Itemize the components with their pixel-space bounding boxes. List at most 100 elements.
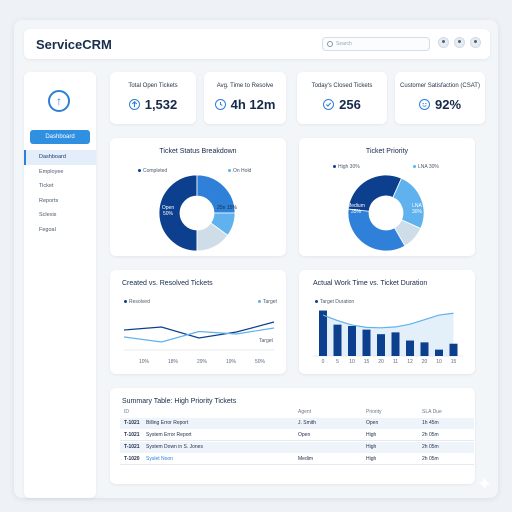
sidebar-item-reports[interactable]: Reports: [39, 197, 59, 204]
x-tick-label: 20: [422, 359, 428, 365]
legend-high: High 30%: [333, 164, 360, 170]
target-line-label: Target: [259, 338, 273, 344]
slice-label-lna: LNA 30%: [411, 203, 422, 215]
x-tick-label: 5: [336, 359, 339, 365]
bar-7: [420, 342, 429, 356]
kpi-value: 4h 12m: [230, 97, 276, 113]
kpi-label: Total Open Tickets: [128, 83, 178, 89]
kpi-value: 256: [339, 97, 361, 113]
table-title: Summary Table: High Priority Tickets: [122, 398, 237, 405]
table-header: ID Agent Priority SLA Due: [120, 407, 474, 418]
table-row[interactable]: T-1020 Syslet Noon Medim High 2h 05m: [120, 454, 474, 465]
chart-title: Ticket Priority: [365, 148, 409, 155]
bar-3: [362, 329, 371, 356]
x-tick-label: 29%: [197, 359, 208, 365]
x-tick-label: 11: [393, 359, 398, 365]
search-input[interactable]: Search: [322, 37, 430, 51]
legend-lna: LNA 30%: [413, 164, 439, 170]
chart-card-status: Ticket Status Breakdown Completed On Hol…: [110, 138, 286, 256]
sidebar-item-dashboard[interactable]: Dashboard: [24, 150, 96, 165]
x-tick-label: 15: [451, 359, 457, 365]
top-bar: ServiceCRM Search: [24, 29, 490, 59]
arrow-up-icon: [128, 99, 140, 111]
series-line-target: [123, 327, 275, 343]
table-row[interactable]: T-1021 Billing Error Report J. Smith Open 1…: [120, 418, 474, 429]
kpi-label: Today's Closed Tickets: [311, 83, 373, 89]
legend-completed: Completed: [138, 168, 167, 174]
smiley-icon: [418, 99, 430, 111]
chart-card-created-resolved: Created vs. Resolved Tickets Resolved Ta…: [110, 270, 286, 374]
kpi-card-csat[interactable]: Customer Satisfaction (CSAT) 92%: [395, 72, 485, 124]
x-tick-label: 18%: [168, 359, 179, 365]
slice-label-open: Open 50%: [161, 205, 175, 217]
chart-title: Actual Work Time vs. Ticket Duration: [313, 280, 428, 287]
x-tick-label: 12: [407, 359, 413, 365]
search-icon: [327, 41, 333, 47]
bar-2: [348, 326, 356, 356]
sidebar-nav: Dashboard Employee Ticket Reports Sclexi…: [24, 150, 96, 237]
x-tick-label: 20: [378, 359, 384, 365]
kpi-label: Avg. Time to Resolve: [216, 83, 274, 89]
x-tick-label: 19%: [226, 359, 237, 365]
x-tick-label: 10: [436, 359, 442, 365]
profile-icon[interactable]: [470, 37, 481, 48]
sparkle-icon: ✦: [477, 474, 493, 494]
slice-label-medium: Medium 35%: [347, 203, 365, 215]
sidebar-item-sclexis[interactable]: Sclexis: [39, 212, 57, 218]
slice-label-25n: 25n 15%: [217, 205, 237, 211]
chart-card-priority: Ticket Priority High 30% LNA 30% Medium …: [299, 138, 475, 256]
search-placeholder: Search: [336, 41, 352, 47]
summary-table-card: Summary Table: High Priority Tickets ID …: [110, 388, 475, 484]
header-priority[interactable]: Priority: [366, 409, 382, 415]
x-tick-label: 15: [364, 359, 370, 365]
x-tick-label: 10%: [139, 359, 150, 365]
priority-donut-chart: [347, 174, 425, 252]
header-sla-due[interactable]: SLA Due: [422, 409, 442, 415]
user-icon[interactable]: [454, 37, 465, 48]
legend-resolved: Resolved: [124, 299, 150, 305]
legend-on-hold: On Hold: [228, 168, 251, 174]
bar-4: [377, 334, 385, 356]
brand-logo[interactable]: ServiceCRM: [36, 37, 112, 52]
kpi-card-open-tickets[interactable]: Total Open Tickets 1,532: [110, 72, 196, 124]
kpi-value: 1,532: [144, 97, 178, 113]
kpi-label: Customer Satisfaction (CSAT): [400, 83, 480, 89]
bar-0: [319, 310, 327, 356]
x-tick-label: 0: [322, 359, 325, 365]
header-id[interactable]: ID: [124, 409, 129, 415]
created-resolved-line-chart: 10% 18% 29% 19% 50%: [123, 321, 275, 365]
bar-5: [391, 332, 400, 356]
sidebar-item-employee[interactable]: Employee: [39, 168, 64, 175]
check-circle-icon: [323, 99, 335, 111]
header-agent[interactable]: Agent: [298, 409, 312, 415]
dashboard-button[interactable]: Dashboard: [30, 130, 90, 144]
sidebar-item-ticket[interactable]: Ticket: [39, 183, 54, 189]
sidebar-item-fegoal[interactable]: Fegoal: [39, 226, 56, 233]
target-area: [323, 313, 454, 356]
donut-slice-medium: [347, 208, 406, 252]
series-line-resolved: [123, 321, 275, 339]
bar-9: [449, 343, 458, 356]
clock-icon: [214, 99, 226, 111]
x-tick-label: 50%: [255, 359, 266, 365]
chart-card-work-time: Actual Work Time vs. Ticket Duration Tar…: [299, 270, 475, 374]
donut-slice-low: [393, 219, 422, 247]
kpi-card-avg-resolve[interactable]: Avg. Time to Resolve 4h 12m: [204, 72, 286, 124]
table-row[interactable]: T-1021 System Down in S. Jones High 2h 05m: [120, 442, 474, 453]
status-donut-chart: [158, 174, 236, 252]
series-line-target-duration: [322, 312, 454, 329]
kpi-card-closed-today[interactable]: Today's Closed Tickets 256: [297, 72, 387, 124]
work-time-bar-chart: 0 5 10 15 20 11 12 20 10 15: [313, 310, 463, 365]
chart-title: Created vs. Resolved Tickets: [122, 280, 213, 287]
bar-6: [406, 340, 414, 356]
legend-target-duration: Target Duration: [315, 299, 354, 305]
sidebar: ↑ Dashboard Dashboard Employee Ticket Re…: [24, 72, 96, 498]
bar-8: [435, 349, 443, 356]
chart-title: Ticket Status Breakdown: [159, 148, 237, 155]
arrow-up-icon[interactable]: ↑: [48, 90, 70, 112]
bar-1: [333, 324, 342, 356]
legend-target: Target: [258, 299, 277, 305]
table-row[interactable]: T-1021 System Error Report Open High 2h 05m: [120, 430, 474, 441]
donut-slice-25n: [196, 222, 229, 252]
notification-icon[interactable]: [438, 37, 449, 48]
